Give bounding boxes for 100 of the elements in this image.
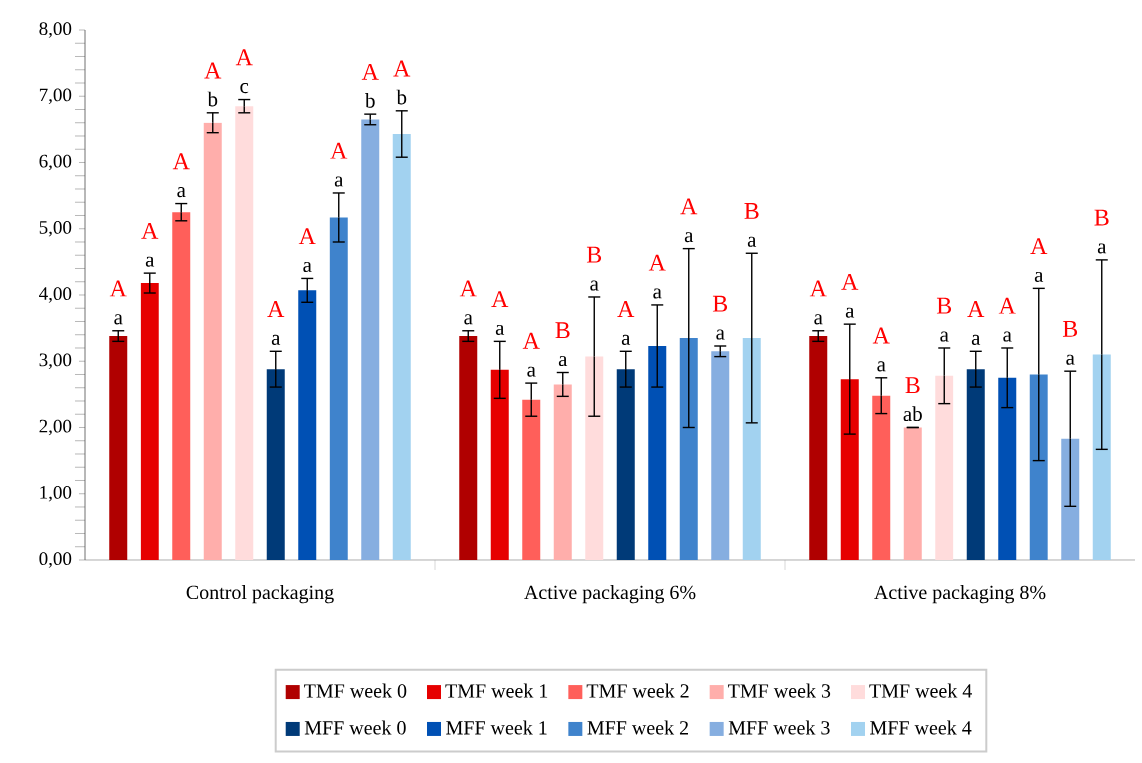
y-tick-label: 5,00 <box>39 220 72 237</box>
annotation: a <box>590 280 599 291</box>
annotation: a <box>495 324 505 335</box>
annotation: B <box>1094 209 1109 226</box>
annotation: A <box>109 280 127 297</box>
y-tick-label: 0,00 <box>39 552 72 568</box>
bar <box>109 336 128 560</box>
annotation: b <box>207 91 218 107</box>
annotation: ab <box>903 406 922 422</box>
annotation: A <box>841 273 859 290</box>
bar <box>361 119 380 560</box>
annotation: A <box>361 63 379 80</box>
annotation: a <box>877 361 886 372</box>
annotation: a <box>653 288 662 299</box>
annotation: A <box>680 198 698 215</box>
bar <box>235 106 254 560</box>
annotation: a <box>1097 243 1107 254</box>
bar <box>329 217 348 560</box>
annotation: A <box>141 222 159 239</box>
annotation: A <box>172 153 190 170</box>
annotation: a <box>334 176 344 187</box>
legend-label: MFF week 3 <box>728 720 830 735</box>
bar <box>616 369 635 560</box>
bar <box>648 346 667 560</box>
annotation: A <box>998 297 1016 314</box>
x-tick-label: Active packaging 8% <box>874 585 1046 604</box>
legend-label: TMF week 0 <box>304 683 407 698</box>
legend-label: TMF week 2 <box>586 683 689 698</box>
y-tick-label: 2,00 <box>39 419 72 436</box>
annotation: a <box>303 261 312 273</box>
y-tick-label: 6,00 <box>39 154 72 171</box>
bar <box>459 336 478 560</box>
annotation: a <box>1003 331 1012 342</box>
legend-label: MFF week 1 <box>446 720 547 735</box>
annotation: a <box>558 356 568 367</box>
bar <box>903 427 922 560</box>
legend-label: MFF week 2 <box>587 720 688 735</box>
annotation: A <box>393 60 411 77</box>
annotation: B <box>712 295 728 312</box>
annotation: a <box>527 366 536 377</box>
annotation: A <box>330 142 348 159</box>
annotation: B <box>1062 320 1078 337</box>
legend-label: MFF week 4 <box>870 720 972 735</box>
annotation: b <box>364 92 375 108</box>
bar <box>266 369 285 560</box>
annotation: a <box>747 236 757 247</box>
annotation: a <box>814 314 823 325</box>
bar <box>742 338 761 560</box>
bar <box>298 290 317 560</box>
bar <box>140 283 159 560</box>
bar <box>553 384 572 560</box>
annotation: c <box>240 83 249 94</box>
annotation: B <box>905 377 920 394</box>
y-tick-label: 1,00 <box>40 485 72 502</box>
annotation: A <box>1030 238 1048 254</box>
annotation: A <box>298 228 316 245</box>
y-tick-label: 8,00 <box>39 22 72 38</box>
annotation: A <box>235 49 253 66</box>
x-tick-label: Control packaging <box>186 585 334 604</box>
annotation: B <box>555 322 570 339</box>
annotation: a <box>971 334 981 345</box>
bar <box>711 351 730 560</box>
y-tick-label: 7,00 <box>39 88 72 105</box>
bar <box>679 338 698 560</box>
annotation: a <box>684 232 694 243</box>
annotation: a <box>940 331 949 342</box>
bar <box>585 356 604 560</box>
annotation: A <box>459 280 477 297</box>
bar <box>392 134 411 560</box>
legend-label: TMF week 3 <box>728 683 831 698</box>
y-tick-label: 3,00 <box>39 353 72 370</box>
annotation: A <box>872 327 890 344</box>
annotation: a <box>177 187 186 198</box>
bar <box>522 399 541 560</box>
annotation: a <box>621 334 631 345</box>
annotation: B <box>936 297 952 314</box>
bar <box>1092 354 1111 560</box>
annotation: a <box>1034 271 1044 282</box>
bar <box>998 377 1017 560</box>
annotation: A <box>204 62 222 79</box>
annotation: A <box>967 301 985 317</box>
legend-label: TMF week 4 <box>869 683 972 698</box>
annotation: a <box>114 314 123 325</box>
annotation: a <box>464 314 473 325</box>
bar <box>966 369 985 560</box>
x-tick-label: Active packaging 6% <box>524 585 696 604</box>
bar <box>203 122 222 560</box>
bar <box>935 375 954 560</box>
annotation: a <box>716 329 725 340</box>
annotation: A <box>267 301 285 317</box>
annotation: A <box>809 280 827 297</box>
annotation: A <box>648 254 666 271</box>
annotation: A <box>617 301 635 317</box>
bar <box>809 336 828 560</box>
bar <box>490 369 509 560</box>
y-tick-label: 4,00 <box>39 287 72 303</box>
annotation: A <box>491 291 509 307</box>
annotation: a <box>845 307 855 318</box>
legend-label: MFF week 0 <box>304 720 406 735</box>
annotation: B <box>586 246 602 263</box>
